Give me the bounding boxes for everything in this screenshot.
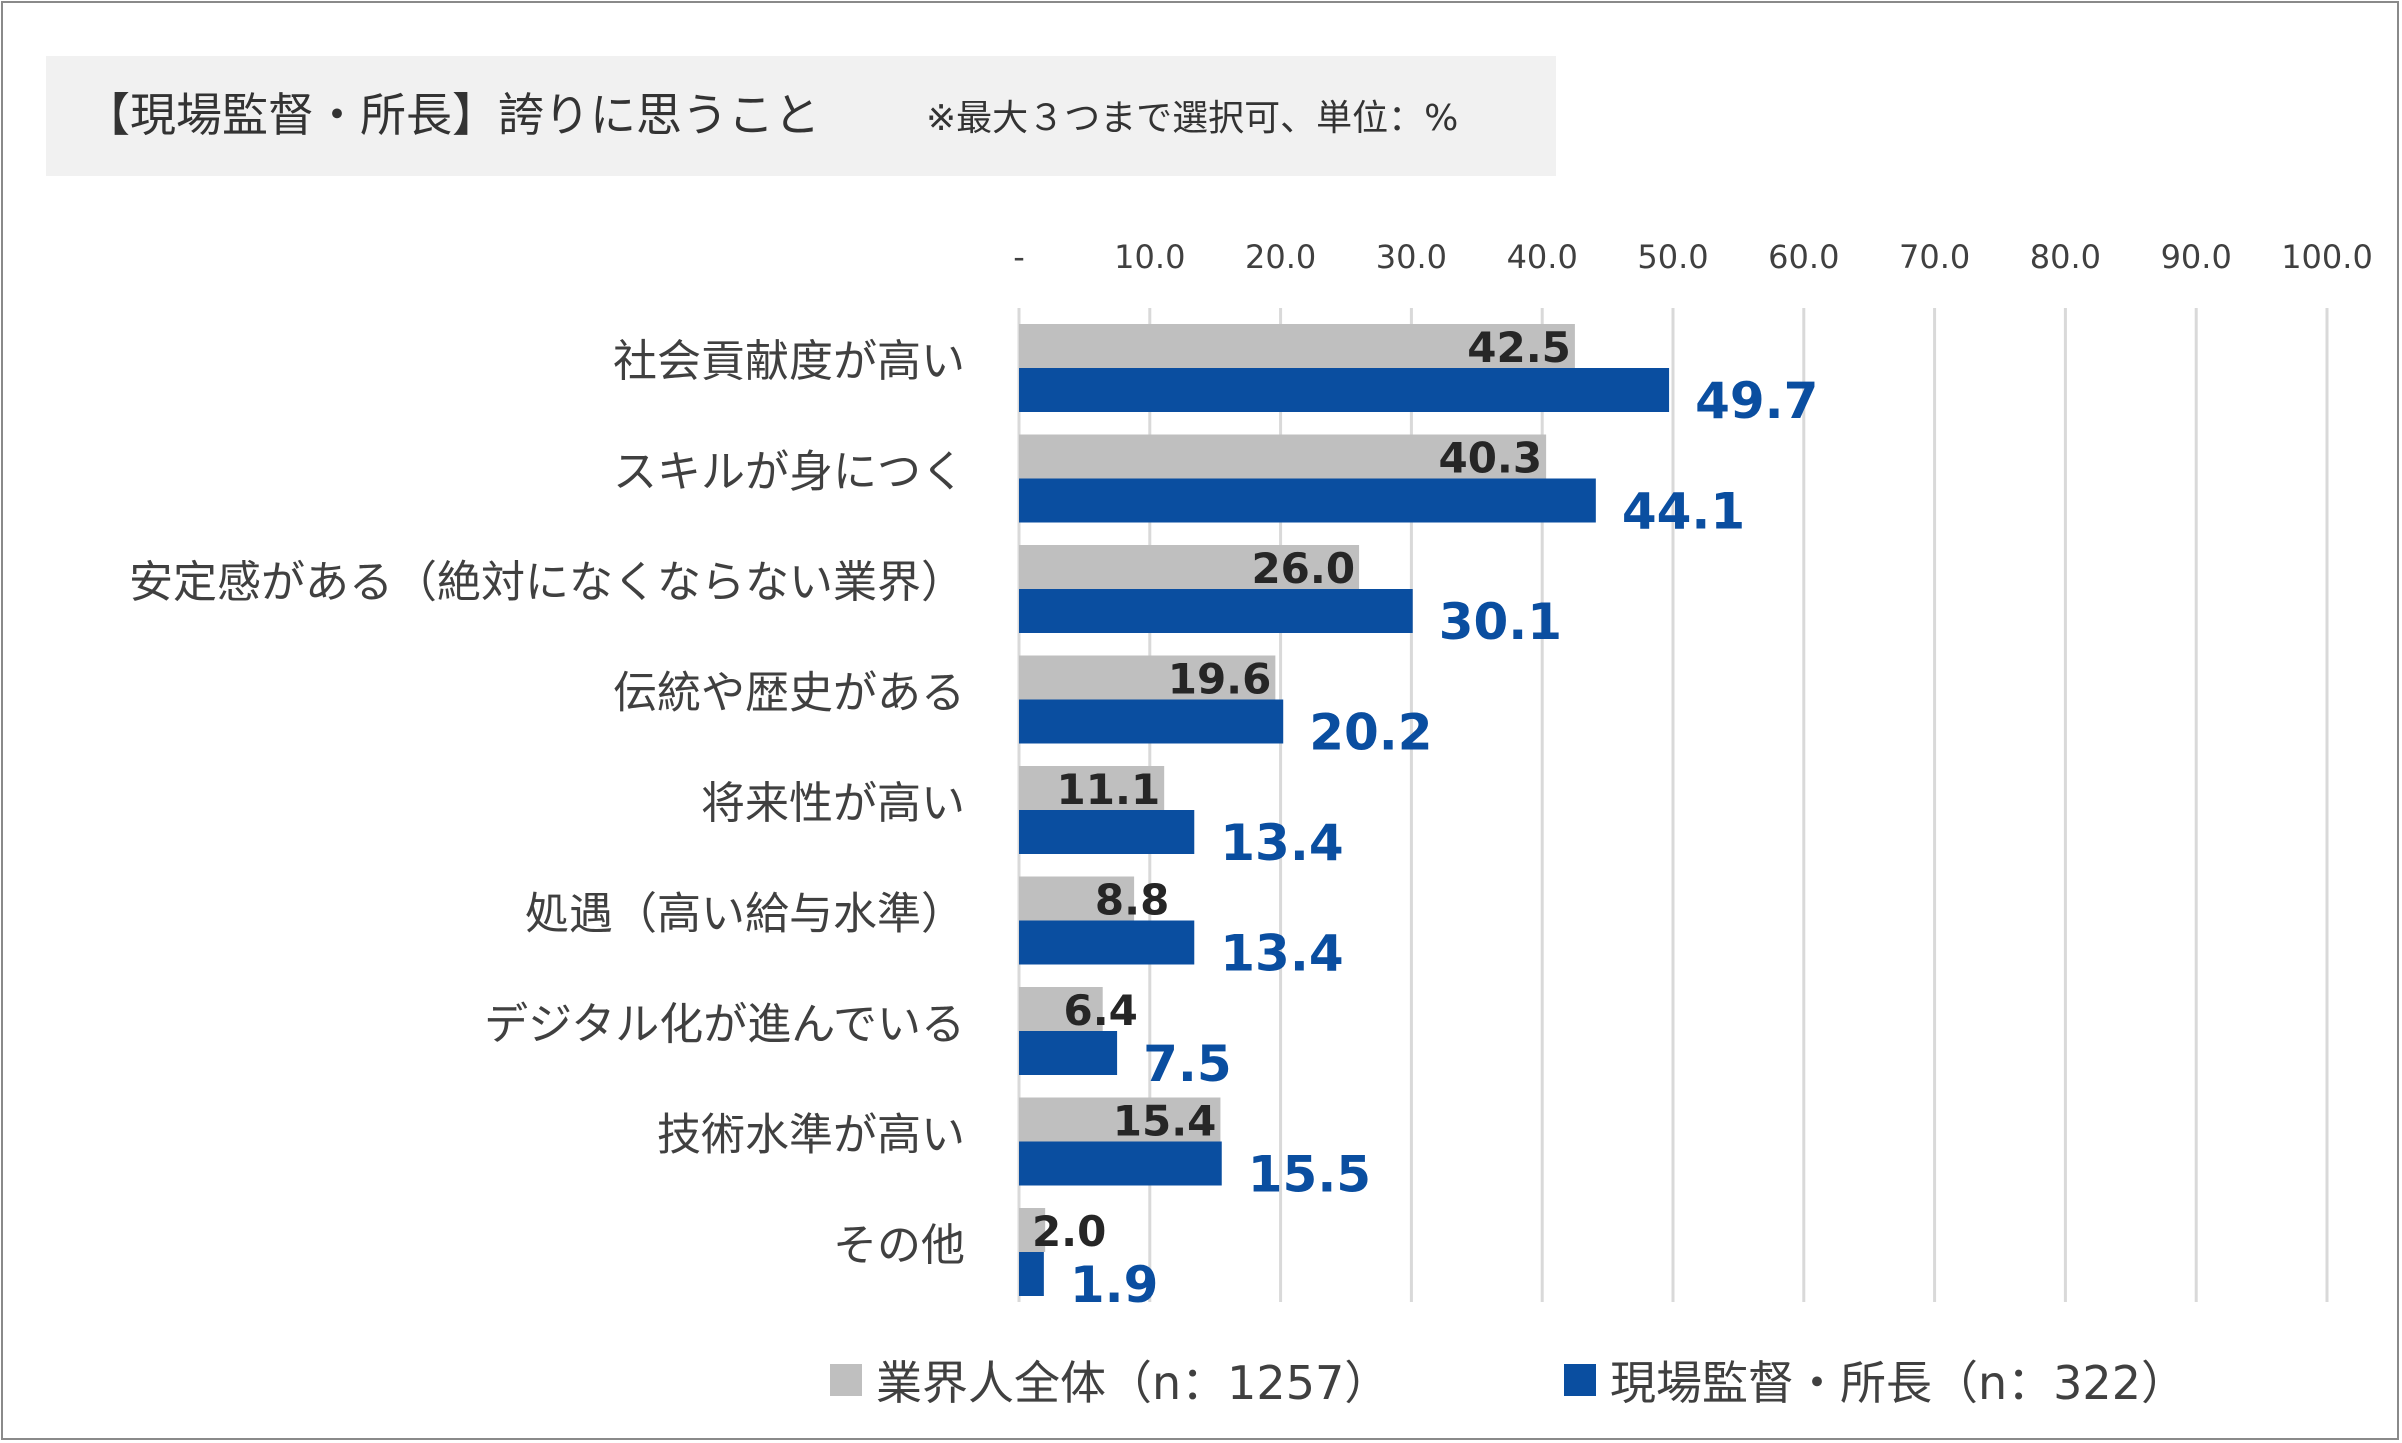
legend-label-industry: 業界人全体（n：1257） xyxy=(876,1356,1391,1410)
x-tick-label: - xyxy=(1013,238,1025,276)
x-tick-label: 80.0 xyxy=(2030,238,2101,276)
bar-site-supervisor xyxy=(1019,589,1413,633)
x-tick-label: 40.0 xyxy=(1507,238,1578,276)
bar-site-supervisor xyxy=(1019,1252,1044,1296)
bar-site-supervisor xyxy=(1019,1141,1222,1186)
data-label-site-supervisor: 44.1 xyxy=(1622,483,1745,541)
category-label: デジタル化が進んでいる xyxy=(484,999,965,1050)
legend-label-site-supervisor: 現場監督・所長（n：322） xyxy=(1610,1356,2187,1410)
legend-swatch-gray xyxy=(830,1364,862,1396)
data-label-industry: 8.8 xyxy=(1095,876,1169,925)
x-axis-ticks: - 10.0 20.0 30.0 40.0 50.0 60.0 70.0 80.0 90.0 100… xyxy=(1013,238,2373,276)
category-label: 安定感がある（絶対になくならない業界） xyxy=(129,557,965,608)
data-label-site-supervisor: 49.7 xyxy=(1695,372,1818,430)
bar-industry xyxy=(1019,876,1135,921)
x-tick-label: 30.0 xyxy=(1376,238,1447,276)
bar-site-supervisor xyxy=(1019,920,1195,965)
chart-title: 【現場監督・所長】誇りに思うこと xyxy=(84,88,820,142)
bar-industry xyxy=(1019,766,1165,810)
data-label-industry: 40.3 xyxy=(1438,434,1542,483)
bar-site-supervisor xyxy=(1019,478,1596,523)
bar-site-supervisor xyxy=(1019,810,1195,854)
data-label-industry: 11.1 xyxy=(1057,765,1161,814)
data-label-site-supervisor: 13.4 xyxy=(1220,814,1343,872)
bar-industry xyxy=(1019,987,1103,1031)
bar-industry xyxy=(1019,324,1575,368)
category-label: 社会貢献度が高い xyxy=(613,336,965,387)
x-tick-label: 10.0 xyxy=(1114,238,1185,276)
chart-note: ※最大３つまで選択可、単位：% xyxy=(926,98,1459,139)
data-label-industry: 42.5 xyxy=(1467,323,1571,372)
category-label: 伝統や歴史がある xyxy=(613,668,965,719)
data-label-site-supervisor: 30.1 xyxy=(1439,593,1562,651)
title-box: 【現場監督・所長】誇りに思うこと ※最大３つまで選択可、単位：% xyxy=(46,56,1556,176)
x-tick-label: 90.0 xyxy=(2161,238,2232,276)
data-label-industry: 15.4 xyxy=(1113,1097,1217,1146)
bar-site-supervisor xyxy=(1019,368,1670,412)
legend-swatch-blue xyxy=(1564,1364,1596,1396)
bar-industry xyxy=(1019,434,1547,479)
category-label: その他 xyxy=(833,1220,965,1271)
data-label-site-supervisor: 20.2 xyxy=(1309,704,1432,762)
data-label-site-supervisor: 15.5 xyxy=(1248,1146,1371,1204)
data-label-site-supervisor: 7.5 xyxy=(1143,1035,1232,1093)
x-tick-label: 100.0 xyxy=(2281,238,2373,276)
legend: 業界人全体（n：1257） 現場監督・所長（n：322） xyxy=(0,1340,2402,1420)
category-label: 処遇（高い給与水準） xyxy=(525,889,965,940)
bars xyxy=(1019,324,1670,1296)
data-label-industry: 2.0 xyxy=(1032,1207,1106,1256)
data-label-industry: 6.4 xyxy=(1064,986,1138,1035)
x-tick-label: 50.0 xyxy=(1637,238,1708,276)
legend-item-industry: 業界人全体（n：1257） xyxy=(830,1340,1390,1420)
x-tick-label: 70.0 xyxy=(1899,238,1970,276)
bar-industry xyxy=(1019,545,1360,589)
x-tick-label: 20.0 xyxy=(1245,238,1316,276)
data-label-site-supervisor: 1.9 xyxy=(1070,1256,1159,1314)
bar-industry xyxy=(1019,655,1276,700)
bar-industry xyxy=(1019,1208,1046,1252)
category-label: 技術水準が高い xyxy=(657,1110,965,1161)
bar-site-supervisor xyxy=(1019,699,1284,744)
data-label-site-supervisor: 13.4 xyxy=(1220,925,1343,983)
bar-site-supervisor xyxy=(1019,1031,1118,1075)
legend-item-site-supervisor: 現場監督・所長（n：322） xyxy=(1564,1340,2187,1420)
bar-industry xyxy=(1019,1097,1221,1142)
data-label-industry: 19.6 xyxy=(1168,655,1272,704)
category-label: スキルが身につく xyxy=(613,447,965,498)
data-label-industry: 26.0 xyxy=(1251,544,1355,593)
data-labels: 42.5 49.7 40.3 44.1 26.0 30.1 19.6 20.2 11.1 13.4… xyxy=(1032,323,1818,1314)
category-label: 将来性が高い xyxy=(701,778,965,829)
x-tick-label: 60.0 xyxy=(1768,238,1839,276)
